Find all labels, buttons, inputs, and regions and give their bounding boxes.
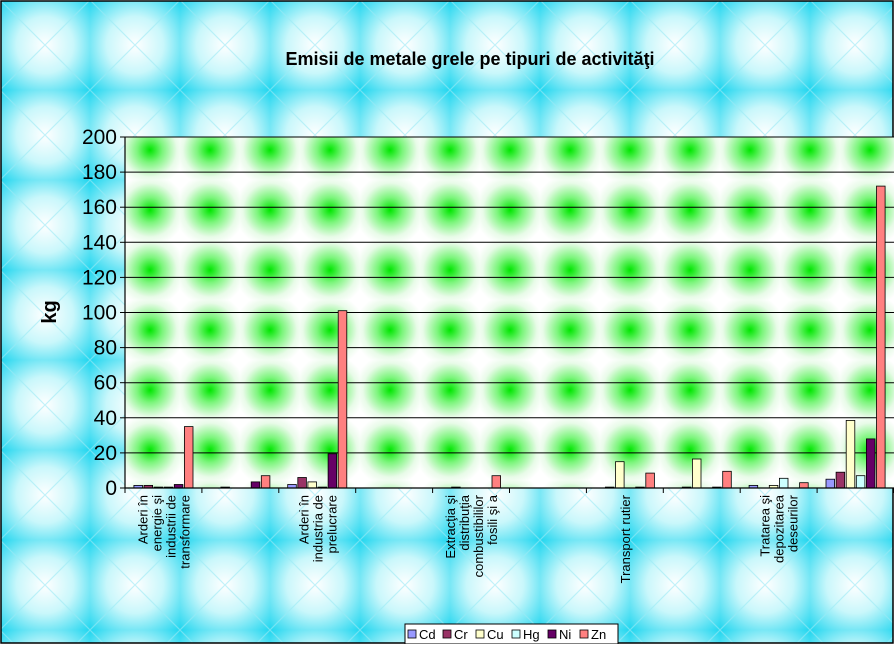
legend-swatch	[579, 629, 589, 639]
y-tick-label: 100	[82, 302, 117, 325]
legend-swatch	[407, 629, 417, 639]
legend-swatch	[547, 629, 557, 639]
y-tick-label: 20	[94, 442, 117, 465]
bar-zn	[645, 472, 655, 489]
legend-label: Cu	[487, 627, 504, 642]
y-tick-labels: 0 20 40 60 80 100 120 140 160 180 200	[82, 126, 117, 500]
legend-label: Cr	[454, 627, 468, 642]
legend-label: Ni	[559, 627, 571, 642]
bar-cr	[835, 471, 846, 489]
category-label: Transport rutier	[618, 494, 633, 583]
category-label: Tratarea şi	[758, 495, 773, 557]
category-label: industrii de	[163, 495, 178, 558]
bar-cu	[615, 461, 625, 489]
category-labels: Arderi în energie şi industrii de transform…	[135, 494, 800, 583]
category-label: transformare	[177, 495, 192, 569]
y-tick-label: 80	[94, 337, 117, 360]
legend-swatch	[475, 629, 485, 639]
y-tick-label: 140	[82, 231, 117, 254]
category-label: Extracţia şi	[443, 495, 458, 559]
legend-label: Hg	[523, 627, 540, 642]
y-tick-label: 40	[94, 407, 117, 430]
category-label: prelucrare	[324, 495, 339, 554]
bar-cu	[307, 481, 317, 489]
bar-zn	[337, 310, 348, 489]
legend-swatch	[511, 629, 521, 639]
bar-cu	[692, 458, 702, 489]
bar-cd	[825, 478, 836, 489]
bar-cr	[297, 477, 307, 489]
legend-label: Zn	[591, 627, 606, 642]
category-label: depozitarea	[772, 494, 787, 563]
y-tick-label: 0	[105, 477, 117, 500]
bar-cu	[845, 419, 856, 489]
legend: Cd Cr Cu Hg Ni Zn	[404, 623, 619, 645]
legend-label: Cd	[419, 627, 436, 642]
bar-ni	[327, 453, 338, 489]
category-label: Arderi în	[135, 495, 150, 544]
category-label: distribuţia	[457, 494, 472, 550]
y-tick-label: 160	[82, 196, 117, 219]
bar-zn	[260, 475, 271, 489]
category-label: combustibililor	[471, 494, 486, 577]
bar-hg	[779, 477, 789, 489]
category-label: deseurilor	[786, 494, 801, 552]
category-label: fosili şi a	[485, 494, 500, 545]
gridlines	[125, 136, 894, 454]
bars	[133, 185, 886, 489]
bar-zn	[799, 482, 809, 489]
y-tick-label: 200	[82, 126, 117, 149]
bar-ni	[866, 438, 876, 489]
chart-title: Emisii de metale grele pe tipuri de acti…	[285, 49, 654, 69]
bar-ni	[250, 481, 261, 489]
legend-swatch	[442, 629, 452, 639]
category-label: Arderi în	[296, 495, 311, 544]
bar-zn	[876, 185, 886, 489]
y-tick-label: 180	[82, 161, 117, 184]
bar-hg	[855, 475, 866, 489]
y-tick-label: 60	[94, 372, 117, 395]
category-label: industria de	[310, 495, 325, 562]
category-label: energie şi	[149, 495, 164, 551]
bar-zn	[722, 470, 732, 489]
axes	[120, 136, 894, 493]
y-tick-label: 120	[82, 266, 117, 289]
bar-zn	[183, 426, 194, 489]
y-axis-label: kg	[39, 300, 61, 323]
bar-zn	[491, 475, 502, 489]
